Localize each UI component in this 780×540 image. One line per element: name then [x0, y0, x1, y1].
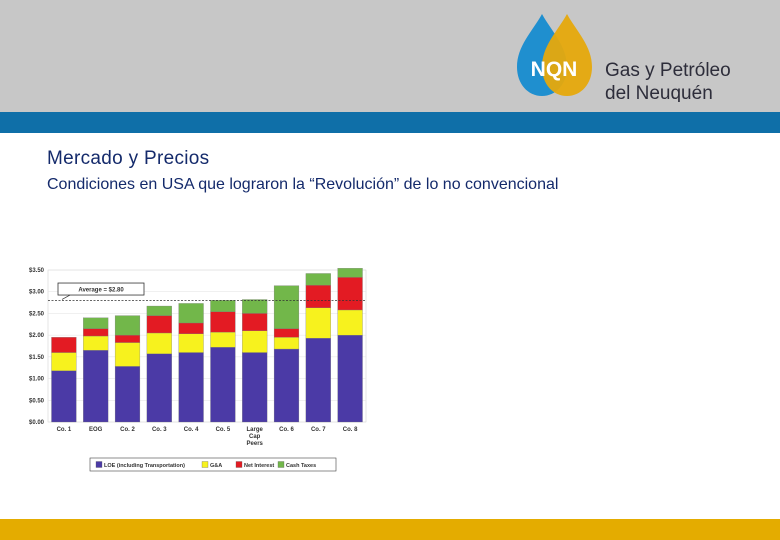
bar-segment — [210, 300, 236, 312]
x-tick-label: Co. 2 — [120, 427, 135, 433]
brand-name-line2: del Neuquén — [605, 83, 713, 102]
legend-label: G&A — [210, 463, 222, 469]
bar-segment — [305, 338, 331, 423]
bar-segment — [178, 352, 204, 423]
y-tick-label: $2.50 — [29, 311, 45, 317]
y-tick-label: $2.00 — [29, 333, 45, 339]
bar-segment — [337, 309, 363, 336]
legend-swatch — [201, 461, 209, 468]
bar-segment — [178, 333, 204, 353]
average-callout-box — [57, 282, 145, 296]
bar-segment — [273, 348, 300, 423]
bar-segment — [305, 273, 331, 286]
drop-gold-icon — [542, 14, 592, 96]
y-tick-label: $3.00 — [29, 290, 45, 296]
bar-segment — [305, 285, 331, 308]
bar-segment — [242, 330, 268, 353]
bar-segment — [337, 277, 363, 311]
bar-segment — [146, 305, 172, 316]
company-logo: NQN Gas y Petróleo del Neuquén — [517, 14, 731, 102]
bar-segment — [242, 313, 268, 331]
bar-segment — [83, 317, 109, 329]
bar-segment — [51, 337, 77, 353]
legend-label: Cash Taxes — [286, 463, 316, 469]
bar-segment — [146, 353, 172, 423]
average-label: Average = $2.80 — [78, 288, 124, 294]
bar-segment — [178, 322, 204, 334]
bar-segment — [273, 285, 300, 329]
bar-segment — [114, 315, 141, 336]
bar-segment — [210, 347, 236, 423]
bar-segment — [83, 350, 109, 423]
legend-swatch — [95, 461, 103, 468]
bar-segment — [114, 342, 141, 367]
y-tick-label: $3.50 — [29, 268, 45, 274]
bar-segment — [210, 311, 236, 333]
bar-segment — [242, 299, 268, 314]
bar-segment — [146, 332, 172, 354]
x-tick-label: Co. 1 — [57, 427, 72, 433]
x-tick-label: Co. 8 — [343, 427, 358, 433]
x-tick-label: EOG — [89, 427, 103, 433]
bar-segment — [114, 334, 141, 343]
bar-segment — [242, 352, 268, 423]
bar-segment — [51, 370, 77, 423]
legend-swatch — [277, 461, 285, 468]
average-callout-pointer — [61, 294, 71, 300]
bar-segment — [273, 337, 300, 350]
blue-band — [0, 112, 780, 133]
bar-segment — [83, 328, 109, 337]
page-title: Mercado y Precios — [47, 148, 210, 169]
bottom-band — [0, 519, 780, 540]
legend-swatch — [235, 461, 243, 468]
bar-segment — [114, 366, 141, 423]
y-tick-label: $1.50 — [29, 355, 45, 361]
legend-box — [89, 457, 337, 472]
x-tick-label: Co. 5 — [216, 427, 231, 433]
brand-name-line1: Gas y Petróleo — [605, 60, 731, 81]
y-tick-label: $0.00 — [29, 420, 45, 426]
bar-segment — [51, 352, 77, 371]
stacked-bar-chart: $0.00 $0.50 $1.00 $1.50 $2.00 $2.50 $3.00 $3.50… — [29, 268, 367, 472]
bar-segment — [210, 331, 236, 348]
x-tick-label: Co. 6 — [279, 427, 294, 433]
legend-label: LOE (including Transportation) — [104, 463, 185, 469]
x-tick-label: Co. 7 — [311, 427, 326, 433]
bar-segment — [305, 307, 331, 339]
y-tick-label: $0.50 — [29, 398, 45, 404]
bar-segment — [337, 334, 363, 423]
logo-text: NQN — [531, 58, 578, 81]
bar-segment — [178, 303, 204, 324]
header-band — [0, 0, 780, 112]
page-subtitle: Condiciones en USA que lograron la “Revo… — [47, 176, 559, 193]
y-tick-label: $1.00 — [29, 377, 45, 383]
bar-segment — [337, 268, 363, 278]
legend-label: Net Interest — [244, 463, 274, 469]
bar-segment — [146, 315, 172, 334]
x-tick-label: Co. 4 — [184, 427, 199, 433]
x-tick-label: Large Cap Peers — [247, 427, 264, 447]
x-tick-label: Co. 3 — [152, 427, 167, 433]
bar-segment — [83, 335, 109, 351]
bar-segment — [273, 328, 300, 338]
